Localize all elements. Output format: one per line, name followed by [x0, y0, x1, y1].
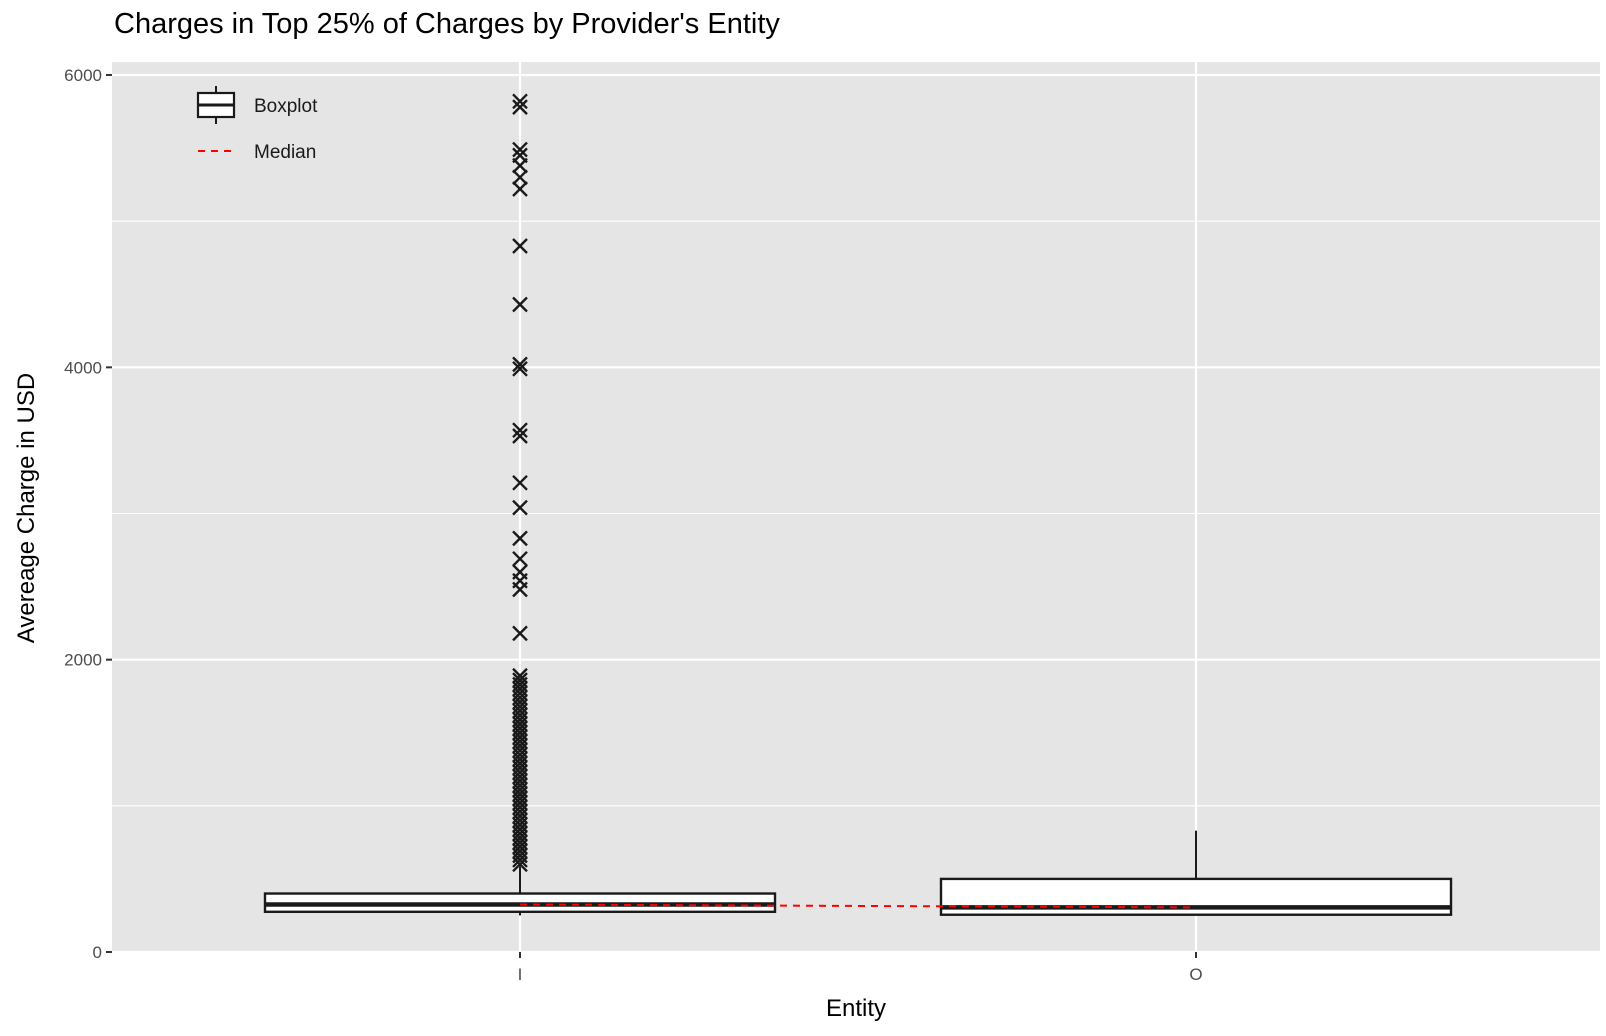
outlier-point	[512, 428, 528, 444]
outlier-point	[512, 550, 528, 567]
outlier-point	[512, 474, 528, 491]
outlier-stroke	[512, 550, 528, 567]
outlier-point	[512, 356, 528, 373]
outlier-stroke	[512, 169, 528, 186]
grid-lines	[112, 62, 1600, 954]
legend-label: Median	[254, 142, 316, 163]
outlier-point	[512, 141, 528, 158]
outlier-stroke	[512, 296, 528, 313]
outlier-stroke	[512, 93, 528, 110]
outlier-stroke	[512, 157, 528, 174]
outlier-stroke	[512, 141, 528, 158]
x-tick-label: O	[1189, 965, 1202, 984]
outliers-layer	[512, 93, 528, 873]
outlier-stroke	[512, 856, 528, 873]
outlier-point	[512, 181, 528, 197]
outlier-stroke	[512, 360, 528, 377]
legend-label: Boxplot	[254, 96, 318, 117]
outlier-point	[512, 499, 528, 516]
outlier-stroke	[512, 99, 528, 116]
median-line	[519, 903, 1197, 909]
legend-item-boxplot: Boxplot	[196, 86, 318, 124]
outlier-point	[512, 157, 528, 174]
x-tick-label: I	[518, 965, 523, 984]
y-tick-label: 4000	[64, 358, 102, 377]
outlier-point	[512, 99, 528, 116]
outlier-stroke	[512, 428, 528, 444]
y-tick-label: 6000	[64, 66, 102, 85]
chart-title: Charges in Top 25% of Charges by Provide…	[114, 8, 780, 40]
y-axis-title: Avereage Charge in USD	[13, 373, 40, 643]
y-axis: 0 2000 4000 6000	[64, 66, 112, 962]
outlier-point	[512, 169, 528, 186]
outlier-stroke	[512, 625, 528, 642]
outlier-stroke	[512, 852, 528, 868]
outlier-point	[512, 296, 528, 313]
x-axis-title: Entity	[826, 995, 886, 1022]
outlier-stroke	[512, 499, 528, 516]
outlier-stroke	[512, 356, 528, 373]
y-tick-label: 0	[93, 943, 102, 962]
legend-item-median: Median	[198, 142, 316, 163]
legend: Boxplot Median	[196, 86, 318, 163]
outlier-point	[512, 856, 528, 873]
outlier-point	[512, 238, 528, 254]
outlier-stroke	[512, 581, 528, 598]
outlier-stroke	[512, 238, 528, 254]
outlier-point	[512, 530, 528, 547]
outlier-stroke	[512, 422, 528, 439]
outlier-stroke	[512, 181, 528, 197]
outlier-stroke	[512, 474, 528, 491]
outlier-point	[512, 422, 528, 439]
outlier-point	[512, 581, 528, 598]
outlier-point	[512, 852, 528, 868]
plot-panel	[112, 62, 1600, 952]
y-tick-label: 2000	[64, 651, 102, 670]
outlier-point	[512, 360, 528, 377]
median-line-layer	[519, 903, 1197, 909]
outlier-point	[512, 625, 528, 642]
outlier-point	[512, 93, 528, 110]
outlier-stroke	[512, 530, 528, 547]
